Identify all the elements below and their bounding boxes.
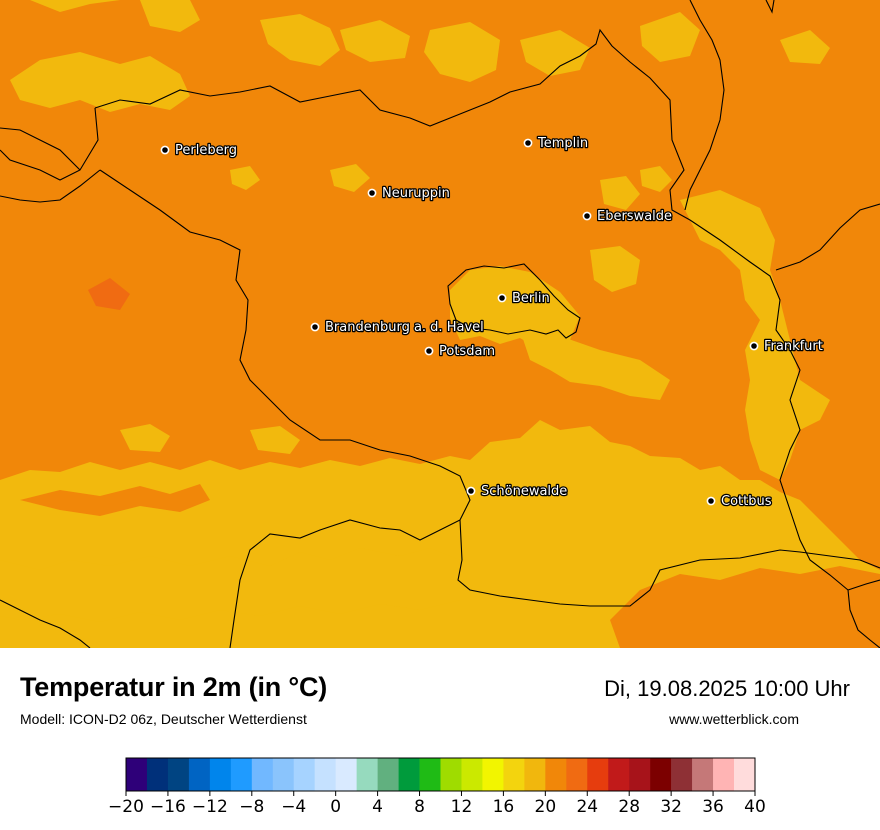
city-dot [160, 145, 170, 155]
tick-label: 16 [493, 797, 515, 817]
city-dot [582, 211, 592, 221]
color-legend-swatches [125, 757, 756, 792]
color-swatch [230, 758, 253, 791]
city-potsdam: Potsdam [424, 343, 496, 360]
city-label: Berlin [512, 291, 550, 306]
city-dot [367, 188, 377, 198]
info-panel: Temperatur in 2m (in °C) Modell: ICON-D2… [0, 648, 880, 830]
color-swatch [713, 758, 735, 791]
city-dot [706, 496, 716, 506]
tick-label: 36 [702, 797, 724, 817]
city-dot [523, 138, 533, 148]
color-swatch [209, 758, 232, 791]
tick-label: 32 [660, 797, 682, 817]
city-markers: Perleberg Templin Neuruppin Eberswalde Berli… [160, 135, 824, 510]
city-cottbus: Cottbus [706, 493, 773, 510]
city-label: Perleberg [175, 143, 237, 158]
color-swatch [482, 758, 504, 791]
border-lines [0, 0, 880, 648]
color-swatch [524, 758, 546, 791]
color-swatch [692, 758, 714, 791]
tick-label: 0 [330, 797, 341, 817]
tick-label: 40 [744, 797, 766, 817]
tick-label: 8 [414, 797, 425, 817]
color-swatch [356, 758, 378, 791]
color-swatch [608, 758, 630, 791]
city-neuruppin: Neuruppin [367, 185, 451, 202]
temperature-map: Perleberg Templin Neuruppin Eberswalde Berli… [0, 0, 880, 648]
city-perleberg: Perleberg [160, 142, 238, 159]
city-brandenburg-a-d-havel: Brandenburg a. d. Havel [310, 319, 485, 336]
color-swatch [335, 758, 357, 791]
city-dot [497, 293, 507, 303]
city-label: Frankfurt [764, 339, 823, 354]
city-frankfurt: Frankfurt [749, 338, 824, 355]
hot-spots [88, 278, 130, 310]
color-legend-ticks: −20 −16 −12 −8 −4 0 4 8 12 16 20 24 28 32 36 40 [108, 791, 766, 817]
color-swatch [251, 758, 274, 791]
color-swatch [440, 758, 462, 791]
tick-label: 4 [372, 797, 383, 817]
color-swatch [461, 758, 483, 791]
color-swatch [629, 758, 651, 791]
map-title: Temperatur in 2m (in °C) [20, 672, 328, 702]
tick-label: −12 [192, 797, 228, 817]
city-label: Cottbus [721, 494, 772, 509]
tick-label: −8 [239, 797, 264, 817]
color-swatch [126, 758, 148, 791]
color-swatch [293, 758, 315, 791]
color-swatch [398, 758, 420, 791]
color-legend-frame [125, 757, 756, 792]
color-swatch [377, 758, 399, 791]
city-label: Schönewalde [481, 484, 567, 499]
tick-label: 28 [618, 797, 640, 817]
city-label: Brandenburg a. d. Havel [325, 320, 484, 335]
city-label: Templin [537, 136, 588, 151]
tick-label: −16 [150, 797, 186, 817]
color-swatch [314, 758, 336, 791]
color-swatch [188, 758, 211, 791]
tick-label: 12 [451, 797, 473, 817]
city-berlin: Berlin [497, 290, 551, 307]
city-dot [466, 486, 476, 496]
city-label: Neuruppin [382, 186, 450, 201]
city-sch-newalde: Schönewalde [466, 483, 569, 500]
forecast-datetime: Di, 19.08.2025 10:00 Uhr [604, 676, 850, 701]
color-swatch [503, 758, 525, 791]
color-swatch [419, 758, 441, 791]
city-label: Potsdam [439, 344, 495, 359]
color-swatch [587, 758, 609, 791]
color-swatch [650, 758, 672, 791]
city-label: Eberswalde [597, 209, 672, 224]
city-eberswalde: Eberswalde [582, 208, 673, 225]
color-swatch [167, 758, 190, 791]
city-templin: Templin [523, 135, 589, 152]
city-dot [424, 346, 434, 356]
tick-label: −4 [281, 797, 306, 817]
color-legend: −20 −16 −12 −8 −4 0 4 8 12 16 20 24 28 32 36 40 [108, 757, 766, 817]
website-link[interactable]: www.wetterblick.com [669, 711, 799, 727]
model-source: Modell: ICON-D2 06z, Deutscher Wetterdie… [20, 711, 307, 727]
color-swatch [566, 758, 588, 791]
color-swatch [671, 758, 693, 791]
city-dot [310, 322, 320, 332]
tick-label: −20 [108, 797, 144, 817]
city-dot [749, 341, 759, 351]
color-swatch [545, 758, 567, 791]
color-swatch [734, 758, 756, 791]
color-swatch [146, 758, 169, 791]
tick-label: 24 [576, 797, 598, 817]
color-swatch [272, 758, 295, 791]
tick-label: 20 [535, 797, 557, 817]
